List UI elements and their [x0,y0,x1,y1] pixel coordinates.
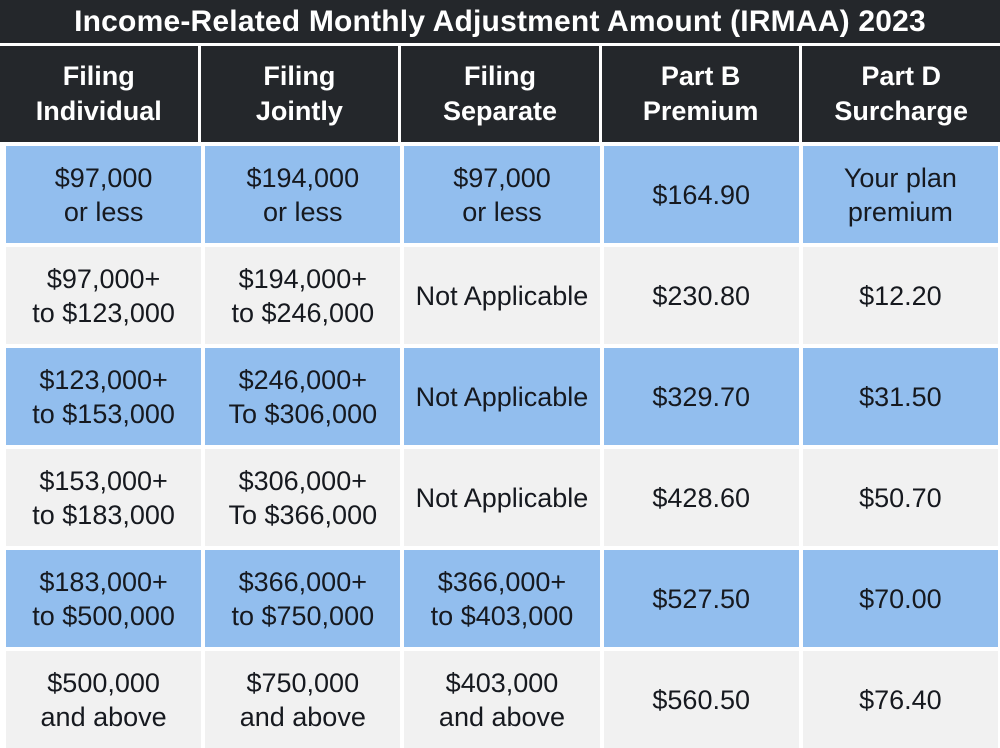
table-cell-part-b-premium: $230.80 [603,247,799,344]
table-title: Income-Related Monthly Adjustment Amount… [0,0,1000,46]
table-cell-part-d-surcharge: $70.00 [802,550,998,647]
table-cell-filing-jointly: $246,000+ To $306,000 [205,348,401,445]
table-cell-filing-separate: Not Applicable [404,348,600,445]
table-row: $153,000+ to $183,000 $306,000+ To $366,… [6,449,998,546]
table-cell-part-d-surcharge: $76.40 [802,651,998,748]
table-header-row: Filing Individual Filing Jointly Filing … [0,46,1000,142]
table-row: $123,000+ to $153,000 $246,000+ To $306,… [6,348,998,445]
table-cell-part-d-surcharge: $31.50 [802,348,998,445]
table-cell-part-d-surcharge: $12.20 [802,247,998,344]
table-cell-filing-individual: $123,000+ to $153,000 [6,348,202,445]
table-cell-filing-individual: $97,000+ to $123,000 [6,247,202,344]
table-cell-part-b-premium: $560.50 [603,651,799,748]
table-cell-filing-jointly: $750,000 and above [205,651,401,748]
column-header-filing-jointly: Filing Jointly [200,46,399,142]
table-row: $97,000+ to $123,000 $194,000+ to $246,0… [6,247,998,344]
table-cell-filing-jointly: $194,000 or less [205,146,401,243]
table-cell-filing-separate: $403,000 and above [404,651,600,748]
table-cell-part-b-premium: $329.70 [603,348,799,445]
table-cell-filing-jointly: $194,000+ to $246,000 [205,247,401,344]
table-cell-part-b-premium: $164.90 [603,146,799,243]
column-header-filing-individual: Filing Individual [0,46,198,142]
table-cell-part-b-premium: $527.50 [603,550,799,647]
table-cell-filing-separate: Not Applicable [404,449,600,546]
table-cell-filing-jointly: $306,000+ To $366,000 [205,449,401,546]
table-cell-filing-jointly: $366,000+ to $750,000 [205,550,401,647]
table-cell-part-d-surcharge: $50.70 [802,449,998,546]
table-row: $183,000+ to $500,000 $366,000+ to $750,… [6,550,998,647]
column-header-part-b-premium: Part B Premium [601,46,800,142]
table-cell-part-b-premium: $428.60 [603,449,799,546]
column-header-part-d-surcharge: Part D Surcharge [802,46,1000,142]
table-cell-filing-individual: $183,000+ to $500,000 [6,550,202,647]
table-row: $500,000 and above $750,000 and above $4… [6,651,998,748]
table-cell-part-d-surcharge: Your plan premium [802,146,998,243]
table-cell-filing-separate: Not Applicable [404,247,600,344]
table-row: $97,000 or less $194,000 or less $97,000… [6,146,998,243]
column-header-filing-separate: Filing Separate [401,46,599,142]
table-cell-filing-separate: $97,000 or less [404,146,600,243]
table-body: $97,000 or less $194,000 or less $97,000… [0,142,1000,748]
table-cell-filing-individual: $97,000 or less [6,146,202,243]
table-cell-filing-individual: $153,000+ to $183,000 [6,449,202,546]
table-cell-filing-separate: $366,000+ to $403,000 [404,550,600,647]
table-cell-filing-individual: $500,000 and above [6,651,202,748]
